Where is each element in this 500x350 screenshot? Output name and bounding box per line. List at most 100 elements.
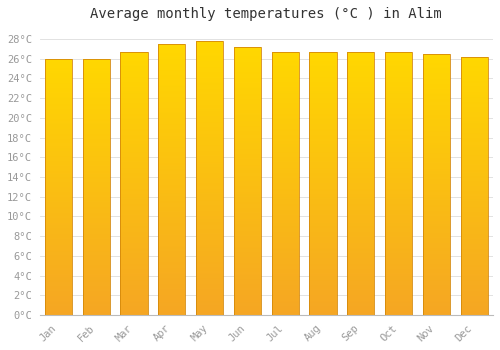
Bar [310,70,336,71]
Bar [158,45,186,47]
Bar [460,90,488,92]
Bar [272,265,299,266]
Bar [385,82,412,83]
Bar [423,92,450,93]
Bar [423,182,450,183]
Bar [82,278,110,279]
Bar [347,233,374,235]
Bar [310,185,336,186]
Bar [196,79,223,80]
Bar [196,127,223,129]
Bar [310,89,336,90]
Bar [385,186,412,187]
Bar [45,197,72,198]
Bar [310,223,336,224]
Bar [272,248,299,249]
Bar [347,295,374,297]
Bar [120,265,148,266]
Bar [423,217,450,218]
Bar [272,74,299,76]
Bar [196,52,223,53]
Bar [196,78,223,79]
Bar [423,93,450,94]
Bar [158,76,186,78]
Bar [120,245,148,247]
Bar [310,177,336,178]
Bar [120,60,148,61]
Bar [385,139,412,140]
Bar [158,122,186,124]
Bar [423,163,450,165]
Bar [310,273,336,274]
Bar [385,209,412,210]
Bar [45,261,72,262]
Bar [423,258,450,259]
Bar [120,222,148,223]
Bar [120,249,148,251]
Bar [460,177,488,178]
Bar [45,166,72,168]
Bar [310,160,336,161]
Bar [272,269,299,270]
Bar [120,285,148,286]
Bar [120,64,148,65]
Bar [234,255,261,256]
Bar [385,62,412,64]
Bar [82,251,110,252]
Bar [196,135,223,137]
Bar [272,175,299,177]
Bar [347,204,374,206]
Bar [196,216,223,218]
Bar [272,195,299,197]
Bar [234,47,261,315]
Bar [234,193,261,194]
Bar [347,83,374,85]
Bar [82,284,110,286]
Bar [196,108,223,110]
Bar [45,276,72,278]
Bar [82,70,110,71]
Bar [158,51,186,52]
Bar [423,56,450,58]
Bar [272,190,299,191]
Bar [347,227,374,228]
Bar [158,235,186,237]
Bar [423,226,450,228]
Bar [347,58,374,60]
Bar [347,294,374,295]
Bar [310,308,336,310]
Bar [460,88,488,89]
Bar [460,134,488,135]
Bar [347,230,374,231]
Bar [310,289,336,290]
Bar [310,161,336,162]
Bar [460,193,488,194]
Bar [460,108,488,110]
Bar [272,98,299,99]
Bar [234,252,261,253]
Bar [347,147,374,148]
Bar [196,186,223,188]
Bar [120,287,148,289]
Bar [385,52,412,53]
Bar [272,206,299,207]
Bar [272,268,299,269]
Bar [423,124,450,126]
Bar [310,275,336,277]
Bar [82,146,110,147]
Bar [45,107,72,108]
Bar [385,307,412,308]
Bar [423,170,450,172]
Bar [234,284,261,286]
Bar [423,261,450,263]
Bar [385,275,412,277]
Bar [385,70,412,71]
Bar [234,237,261,239]
Bar [158,282,186,284]
Bar [347,297,374,298]
Bar [347,108,374,110]
Bar [347,137,374,139]
Bar [234,278,261,279]
Bar [234,49,261,51]
Bar [347,174,374,175]
